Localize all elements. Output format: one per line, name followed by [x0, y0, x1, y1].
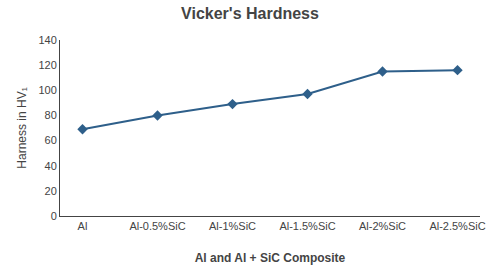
svg-text:140: 140: [38, 34, 56, 46]
svg-text:60: 60: [45, 134, 57, 146]
svg-text:Harness in HV₁: Harness in HV₁: [15, 87, 29, 168]
svg-text:Vicker's Hardness: Vicker's Hardness: [181, 5, 319, 22]
svg-text:Al-0.5%SiC: Al-0.5%SiC: [129, 220, 185, 232]
svg-text:Al-1%SiC: Al-1%SiC: [209, 220, 256, 232]
svg-text:80: 80: [45, 109, 57, 121]
svg-text:Al-2.5%SiC: Al-2.5%SiC: [429, 220, 485, 232]
svg-text:Al-2%SiC: Al-2%SiC: [359, 220, 406, 232]
svg-text:100: 100: [38, 84, 56, 96]
svg-text:40: 40: [45, 160, 57, 172]
svg-text:Al: Al: [78, 220, 88, 232]
svg-text:Al-1.5%SiC: Al-1.5%SiC: [279, 220, 335, 232]
svg-text:120: 120: [38, 59, 56, 71]
svg-text:Al and Al + SiC Composite: Al and Al + SiC Composite: [195, 251, 346, 265]
svg-text:20: 20: [45, 185, 57, 197]
svg-text:0: 0: [51, 210, 57, 222]
